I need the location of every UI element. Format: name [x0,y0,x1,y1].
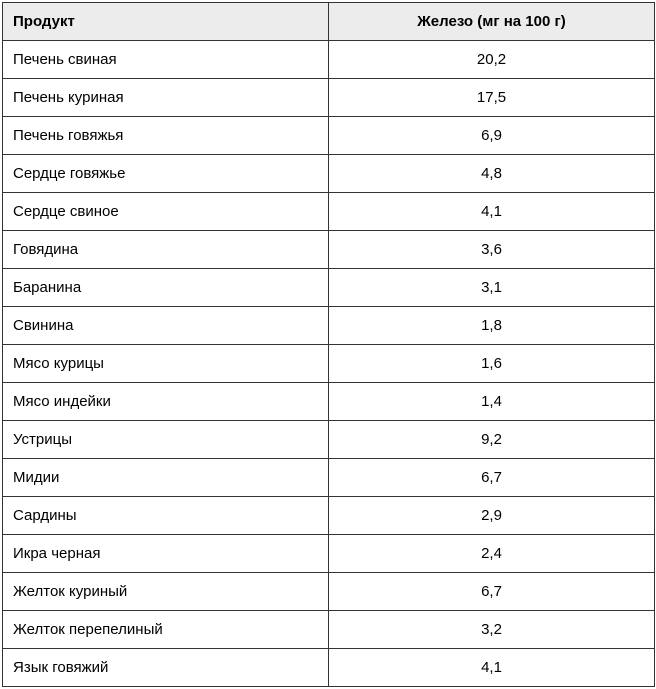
product-cell: Сердце свиное [3,193,329,231]
product-cell: Печень говяжья [3,117,329,155]
product-cell: Печень куриная [3,79,329,117]
iron-value-cell: 3,2 [329,611,655,649]
iron-value-cell: 6,7 [329,459,655,497]
table-row: Мясо индейки1,4 [3,383,655,421]
table-header-row: Продукт Железо (мг на 100 г) [3,3,655,41]
iron-value-cell: 3,1 [329,269,655,307]
product-cell: Икра черная [3,535,329,573]
product-cell: Желток куриный [3,573,329,611]
iron-value-cell: 1,8 [329,307,655,345]
product-cell: Устрицы [3,421,329,459]
iron-value-cell: 2,9 [329,497,655,535]
iron-value-cell: 3,6 [329,231,655,269]
iron-value-cell: 1,4 [329,383,655,421]
table-row: Язык говяжий4,1 [3,649,655,687]
table-row: Свинина1,8 [3,307,655,345]
product-cell: Говядина [3,231,329,269]
product-cell: Мидии [3,459,329,497]
table-row: Печень свиная20,2 [3,41,655,79]
table-row: Сердце свиное4,1 [3,193,655,231]
table-row: Желток перепелиный3,2 [3,611,655,649]
table-row: Мидии6,7 [3,459,655,497]
iron-value-cell: 4,1 [329,193,655,231]
product-cell: Мясо курицы [3,345,329,383]
column-header-product: Продукт [3,3,329,41]
iron-content-table: Продукт Железо (мг на 100 г) Печень свин… [2,2,655,687]
product-cell: Сердце говяжье [3,155,329,193]
iron-value-cell: 20,2 [329,41,655,79]
table-row: Мясо курицы1,6 [3,345,655,383]
table-row: Баранина3,1 [3,269,655,307]
table-body: Печень свиная20,2Печень куриная17,5Печен… [3,41,655,687]
product-cell: Сардины [3,497,329,535]
table-row: Желток куриный6,7 [3,573,655,611]
product-cell: Свинина [3,307,329,345]
product-cell: Мясо индейки [3,383,329,421]
iron-value-cell: 4,8 [329,155,655,193]
iron-value-cell: 9,2 [329,421,655,459]
column-header-iron: Железо (мг на 100 г) [329,3,655,41]
table-row: Сердце говяжье4,8 [3,155,655,193]
product-cell: Язык говяжий [3,649,329,687]
iron-value-cell: 2,4 [329,535,655,573]
product-cell: Баранина [3,269,329,307]
product-cell: Желток перепелиный [3,611,329,649]
iron-value-cell: 17,5 [329,79,655,117]
iron-value-cell: 6,7 [329,573,655,611]
table-row: Печень куриная17,5 [3,79,655,117]
table-row: Сардины2,9 [3,497,655,535]
table-row: Икра черная2,4 [3,535,655,573]
product-cell: Печень свиная [3,41,329,79]
table-row: Печень говяжья6,9 [3,117,655,155]
table-row: Устрицы9,2 [3,421,655,459]
iron-value-cell: 6,9 [329,117,655,155]
iron-value-cell: 4,1 [329,649,655,687]
iron-value-cell: 1,6 [329,345,655,383]
table-row: Говядина3,6 [3,231,655,269]
